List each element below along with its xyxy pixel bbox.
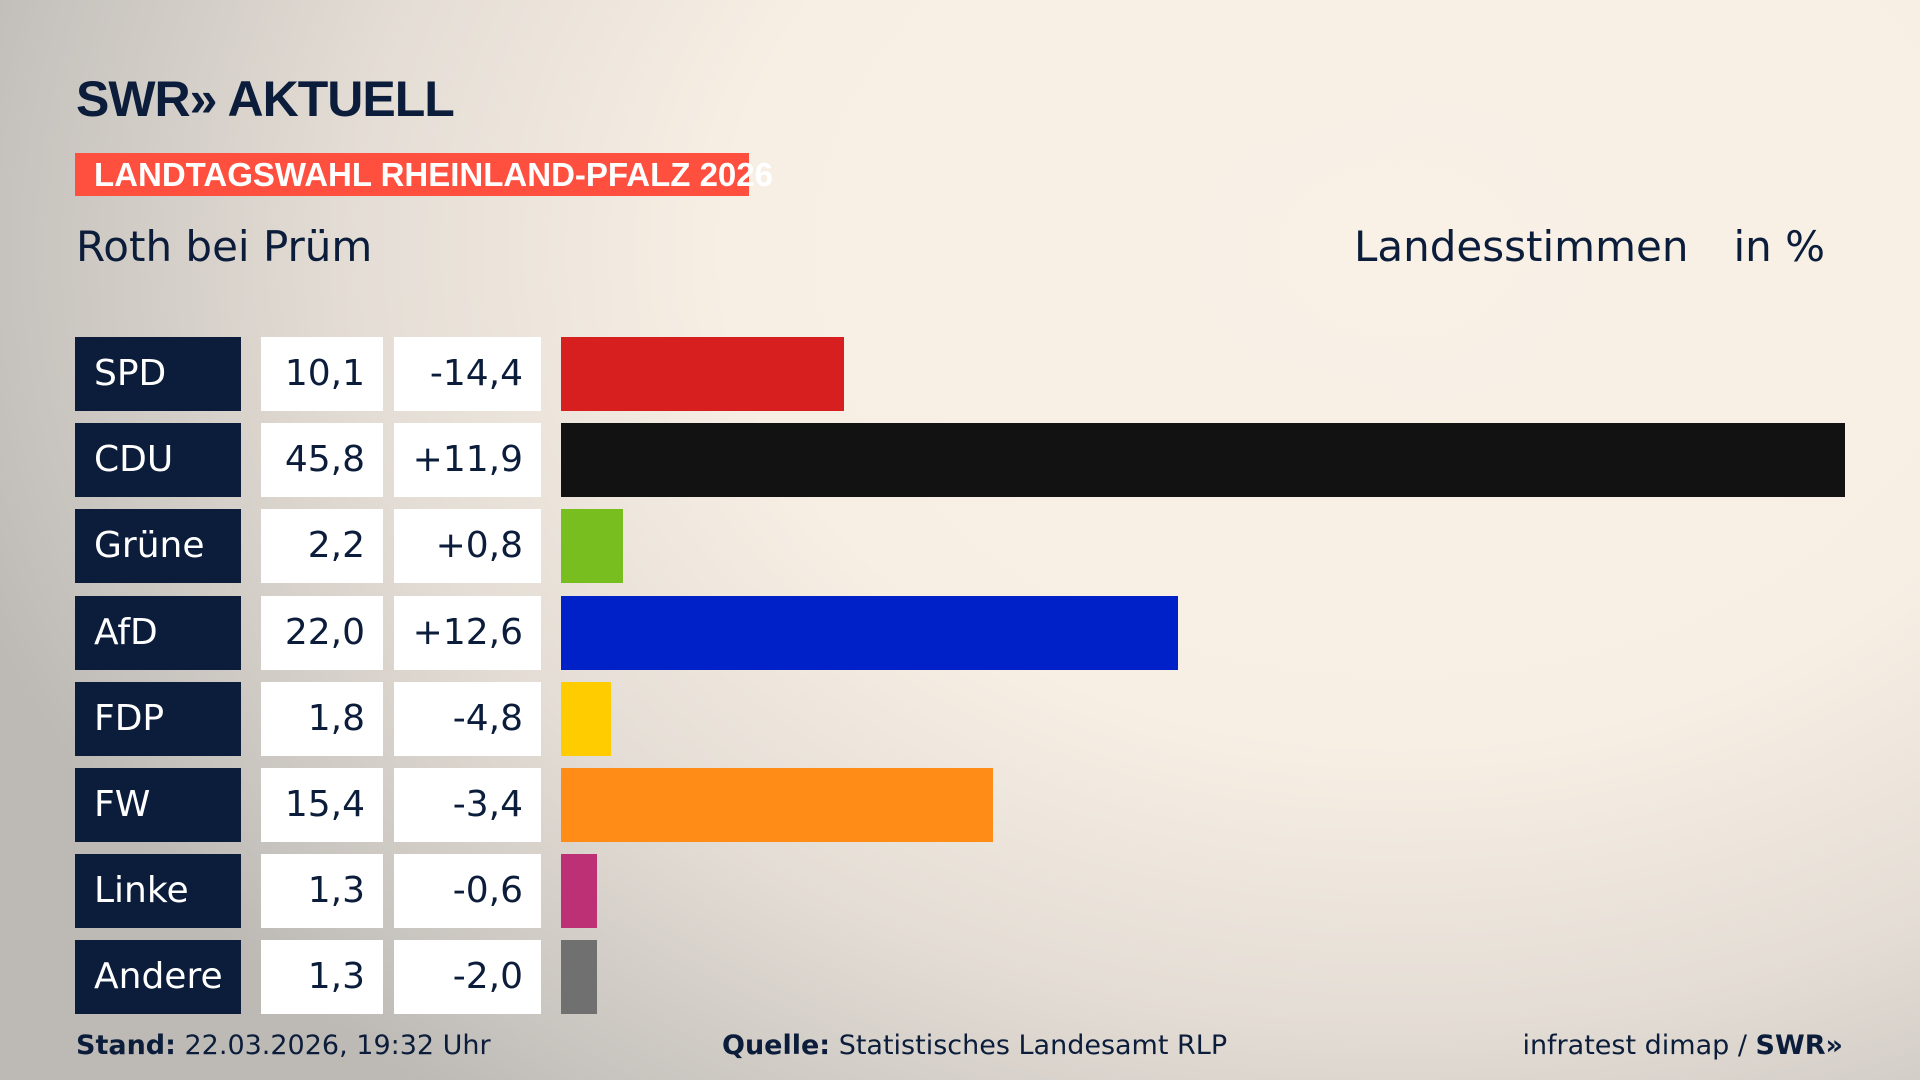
election-banner: LANDTAGSWAHL RHEINLAND-PFALZ 2026 [75, 153, 773, 196]
source-label: Quelle: [722, 1030, 831, 1061]
value-label: 1,8 [261, 681, 383, 756]
measure-label: Landesstimmen [1354, 222, 1689, 271]
diff-label: -4,8 [394, 681, 541, 756]
bar-andere [561, 940, 598, 1015]
diff-label: +12,6 [394, 595, 541, 670]
result-row: SPD 10,1 -14,4 [0, 337, 1920, 411]
stand-label: Stand: [76, 1030, 176, 1061]
result-row: CDU 45,8 +11,9 [0, 423, 1920, 498]
footer-source: Quelle: Statistisches Landesamt RLP [722, 1030, 1227, 1061]
footer-stand: Stand: 22.03.2026, 19:32 Uhr [76, 1030, 491, 1061]
result-row: Grüne 2,2 +0,8 [0, 509, 1920, 584]
place-title: Roth bei Prüm [76, 222, 373, 271]
party-label: Linke [75, 854, 241, 929]
party-label: FDP [75, 681, 241, 756]
diff-label: -3,4 [394, 768, 541, 842]
diff-label: -0,6 [394, 854, 541, 929]
diff-label: -14,4 [394, 337, 541, 411]
party-label: CDU [75, 423, 241, 498]
diff-label: +0,8 [394, 509, 541, 584]
diff-label: -2,0 [394, 940, 541, 1015]
footer-credit: infratest dimap / SWR» [1522, 1030, 1843, 1061]
value-label: 45,8 [261, 423, 383, 498]
party-label: SPD [75, 337, 241, 411]
credit-text: infratest dimap / [1522, 1030, 1756, 1061]
party-label: AfD [75, 595, 241, 670]
bar-grüne [561, 509, 623, 584]
result-row: Linke 1,3 -0,6 [0, 854, 1920, 929]
swr-logo: SWR» [1755, 1030, 1843, 1061]
bar-fdp [561, 681, 612, 756]
result-row: FDP 1,8 -4,8 [0, 681, 1920, 756]
value-label: 15,4 [261, 768, 383, 842]
swr-aktuell-logo: SWR» AKTUELL [76, 71, 455, 127]
result-row: FW 15,4 -3,4 [0, 768, 1920, 842]
bar-spd [561, 337, 845, 411]
bar-fw [561, 768, 993, 842]
value-label: 10,1 [261, 337, 383, 411]
party-label: FW [75, 768, 241, 842]
result-row: Andere 1,3 -2,0 [0, 940, 1920, 1015]
value-label: 2,2 [261, 509, 383, 584]
result-row: AfD 22,0 +12,6 [0, 595, 1920, 670]
bar-afd [561, 595, 1178, 670]
value-label: 22,0 [261, 595, 383, 670]
party-label: Andere [75, 940, 241, 1015]
source-value: Statistisches Landesamt RLP [830, 1030, 1228, 1061]
bar-linke [561, 854, 598, 929]
diff-label: +11,9 [394, 423, 541, 498]
party-label: Grüne [75, 509, 241, 584]
bar-cdu [561, 423, 1845, 498]
unit-label: in % [1733, 222, 1825, 271]
value-label: 1,3 [261, 940, 383, 1015]
stand-value: 22.03.2026, 19:32 Uhr [175, 1030, 491, 1061]
value-label: 1,3 [261, 854, 383, 929]
